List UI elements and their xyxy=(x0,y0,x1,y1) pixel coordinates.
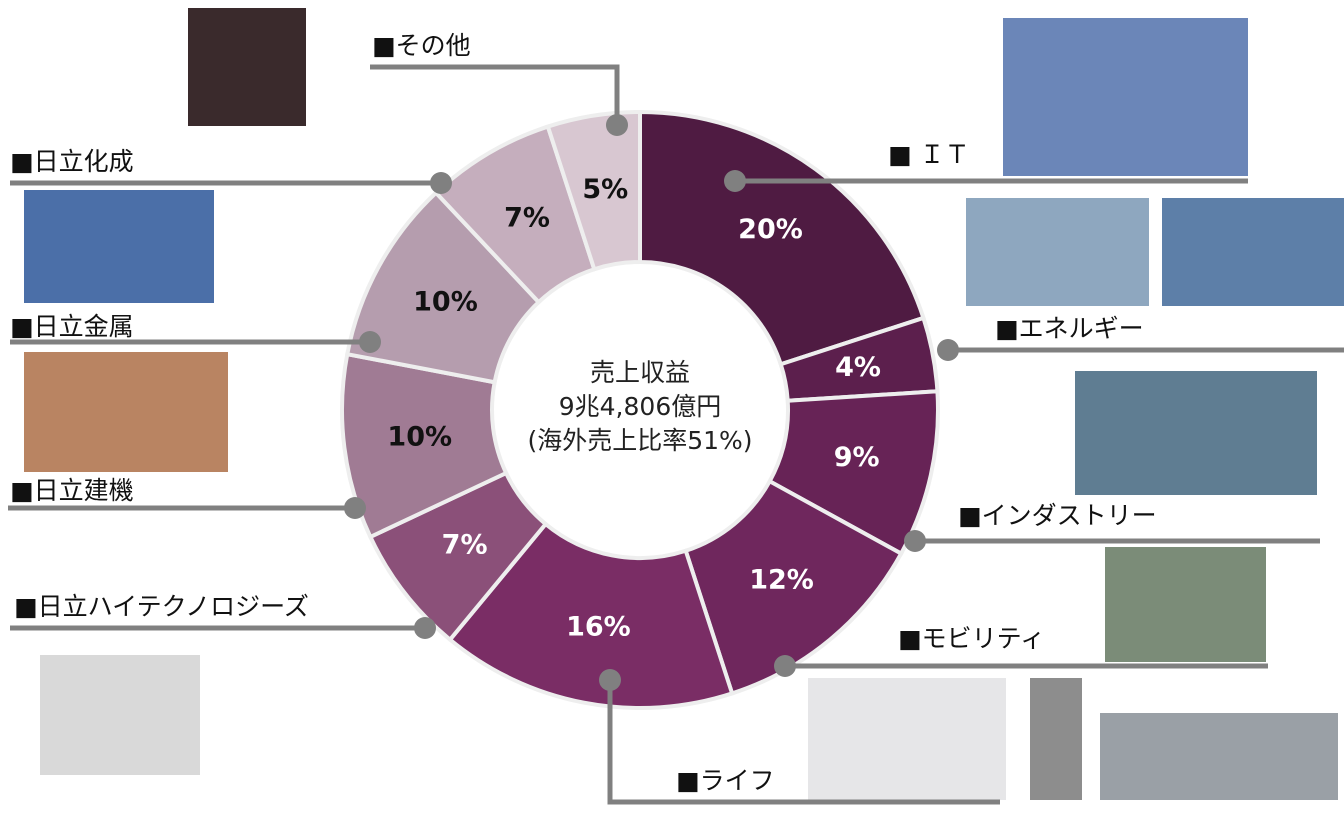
category-label: ■日立ハイテクノロジーズ xyxy=(14,592,309,621)
category-label: ■その他 xyxy=(372,31,471,60)
callout-dot xyxy=(599,669,621,691)
photo xyxy=(1105,547,1266,662)
callout-dot xyxy=(904,530,926,552)
category-label: ■日立建機 xyxy=(10,476,134,505)
photo xyxy=(24,352,228,472)
category-label: ■モビリティ xyxy=(898,624,1045,653)
donut-segment xyxy=(447,521,735,710)
photo xyxy=(1030,678,1082,800)
donut-segment xyxy=(545,109,642,272)
callout-dot xyxy=(724,170,746,192)
data-label: 12% xyxy=(749,565,814,596)
photo xyxy=(966,198,1149,306)
data-label: 16% xyxy=(566,612,631,643)
callout-line xyxy=(370,64,620,125)
data-label: 7% xyxy=(442,530,488,561)
photo xyxy=(24,190,214,303)
data-label: 7% xyxy=(504,202,550,233)
center-text: (海外売上比率51%) xyxy=(527,426,752,455)
callout-dot xyxy=(606,114,628,136)
data-label: 5% xyxy=(582,174,628,205)
data-label: 10% xyxy=(387,421,452,452)
category-label: ■エネルギー xyxy=(995,314,1144,343)
callout-dot xyxy=(937,339,959,361)
data-label: 10% xyxy=(413,287,478,318)
callout-dot xyxy=(430,172,452,194)
donut-segment xyxy=(638,109,926,367)
data-label: 9% xyxy=(834,442,880,473)
center-text: 9兆4,806億円 xyxy=(559,392,721,421)
category-label: ■日立金属 xyxy=(10,312,134,341)
photo xyxy=(1075,371,1317,495)
photo xyxy=(188,8,306,126)
callout-dot xyxy=(414,617,436,639)
photo xyxy=(1162,198,1344,306)
photo xyxy=(1100,713,1338,800)
category-label: ■ライフ xyxy=(676,766,775,795)
callout-dot xyxy=(359,331,381,353)
callout-line xyxy=(607,680,1000,805)
photo xyxy=(40,655,200,775)
category-label: ■インダストリー xyxy=(958,501,1157,530)
photo xyxy=(1003,18,1248,176)
data-label: 4% xyxy=(835,352,881,383)
center-text: 売上収益 xyxy=(590,358,690,387)
category-label: ■日立化成 xyxy=(10,147,134,176)
callout-dot xyxy=(344,497,366,519)
callout-dot xyxy=(774,655,796,677)
photo xyxy=(808,678,1006,800)
data-label: 20% xyxy=(738,214,803,245)
photos xyxy=(24,8,1344,800)
category-label: ■ ＩＴ xyxy=(888,140,970,169)
